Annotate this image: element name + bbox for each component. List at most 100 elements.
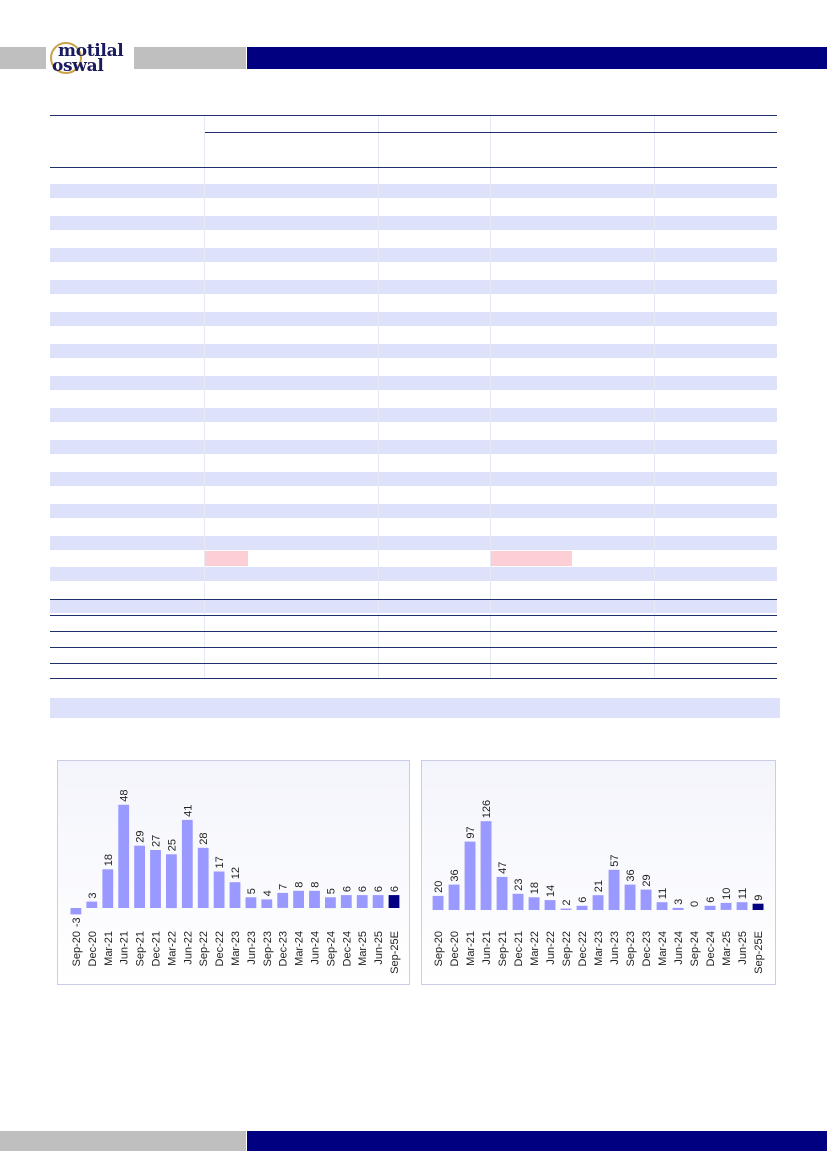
data-label: 20: [433, 881, 445, 893]
table-column-divider: [204, 115, 205, 678]
data-label: 5: [246, 888, 258, 894]
logo-line-1: motilal: [58, 41, 124, 61]
table-row-band: [50, 280, 777, 294]
table-row-band: [50, 184, 777, 198]
bar-Mar-25: [356, 895, 368, 908]
table-row-band: [50, 472, 777, 486]
data-label: 3: [87, 892, 99, 898]
x-tick-label: Sep-24: [689, 931, 701, 966]
bar-Sep-21: [134, 845, 145, 908]
chart-right: 20 Sep-20 36 Dec-20 97 Mar-21 126 Jun-21 47 Sep-2…: [421, 760, 776, 985]
table-rule: [50, 678, 777, 679]
x-tick-label: Dec-21: [513, 931, 525, 966]
data-label: 5: [325, 888, 337, 894]
chart-left-svg: -3Sep-203Dec-2018Mar-2148Jun-2129Sep-212…: [70, 790, 401, 974]
bar-Jun-25: [736, 902, 748, 910]
x-tick-label: Dec-24: [341, 931, 353, 966]
bar-Jun-21: [118, 804, 130, 908]
bar-Dec-22: [213, 871, 225, 908]
bar-Mar-21: [102, 869, 114, 908]
data-label: 4: [262, 890, 274, 896]
x-tick-label: Jun-21: [119, 931, 131, 965]
table-row-band: [50, 248, 777, 262]
table-rule: [50, 615, 777, 616]
x-tick-label: Mar-22: [166, 931, 178, 966]
x-tick-label: Sep-23: [262, 931, 274, 966]
bar-Dec-23: [640, 889, 652, 910]
data-label: 6: [341, 886, 353, 892]
highlight-cell: [205, 551, 248, 566]
data-label: 8: [294, 882, 306, 888]
bar-Sep-22: [197, 847, 209, 908]
table-row-band: [50, 344, 777, 358]
table-row-band: [50, 504, 777, 518]
x-tick-label: Sep-22: [198, 931, 210, 966]
x-tick-label: Jun-23: [246, 931, 258, 965]
data-label: 97: [465, 826, 477, 838]
bar-Dec-20: [448, 884, 460, 910]
bar-Sep-21: [496, 876, 508, 910]
table-rule: [50, 631, 777, 632]
data-label: 41: [182, 805, 194, 817]
x-tick-label: Sep-23: [625, 931, 637, 966]
x-tick-label: Sep-22: [561, 931, 573, 966]
bar-Dec-21: [512, 893, 524, 910]
data-label: 3: [673, 899, 685, 905]
bar-Dec-24: [704, 905, 716, 910]
data-label: 21: [593, 880, 605, 892]
x-tick-label: Jun-21: [481, 931, 493, 965]
x-tick-label: Sep-25E: [389, 931, 401, 974]
chart-left: -3 Sep-20 3 Dec-20 18 Mar-21 48 Jun-21 29 Sep-21 2…: [57, 760, 410, 985]
x-tick-label: Jun-22: [545, 931, 557, 965]
data-label: 11: [737, 888, 749, 899]
x-tick-label: Mar-23: [593, 931, 605, 966]
table-row-band: [50, 440, 777, 454]
x-tick-label: Dec-21: [151, 931, 163, 966]
x-tick-label: Sep-24: [325, 931, 337, 966]
data-label: 6: [705, 897, 717, 903]
data-label: 25: [166, 839, 178, 851]
bar-Jun-21: [480, 821, 492, 910]
x-tick-label: Jun-25: [373, 931, 385, 965]
bar-Sep-25E: [752, 903, 764, 910]
logo-ring-icon: [50, 42, 82, 74]
data-label: 10: [721, 888, 733, 900]
table-row-band: [50, 376, 777, 390]
table-top-rule: [50, 115, 777, 116]
bar-Dec-21: [150, 850, 161, 908]
data-label: 0: [689, 901, 701, 907]
x-tick-label: Jun-25: [737, 931, 749, 965]
data-label: 29: [641, 874, 653, 886]
table-rule: [50, 647, 777, 648]
table-row-band: [50, 408, 777, 422]
data-label: 18: [103, 854, 115, 866]
bar-Jun-24: [672, 907, 684, 910]
data-label: 14: [545, 885, 557, 897]
data-label: 12: [230, 867, 242, 879]
bar-Jun-23: [245, 897, 257, 909]
x-tick-label: Mar-25: [721, 931, 733, 966]
bar-Mar-23: [592, 895, 604, 910]
x-tick-label: Dec-24: [705, 931, 717, 966]
data-label: 23: [513, 879, 525, 891]
x-tick-label: Sep-21: [497, 931, 509, 966]
bar-Dec-22: [576, 905, 588, 910]
footer-navy-band: [247, 1131, 827, 1151]
logo-line-2: oswal: [52, 56, 104, 76]
bar-Sep-23: [261, 899, 273, 908]
bar-Sep-24: [325, 897, 336, 909]
table-column-divider: [378, 115, 379, 678]
bar-Dec-24: [340, 895, 352, 908]
data-label: 6: [357, 886, 369, 892]
bar-Mar-21: [464, 841, 476, 910]
x-tick-label: Jun-24: [673, 931, 685, 965]
x-tick-label: Dec-23: [641, 931, 653, 966]
table-column-divider: [654, 115, 655, 678]
bar-Sep-20: [432, 895, 444, 910]
bar-Sep-22: [560, 908, 572, 910]
bar-Sep-25E: [388, 895, 400, 908]
data-label: 8: [310, 882, 322, 888]
bar-Mar-22: [528, 897, 540, 910]
bar-Mar-24: [656, 902, 668, 910]
data-label: 6: [577, 897, 589, 903]
